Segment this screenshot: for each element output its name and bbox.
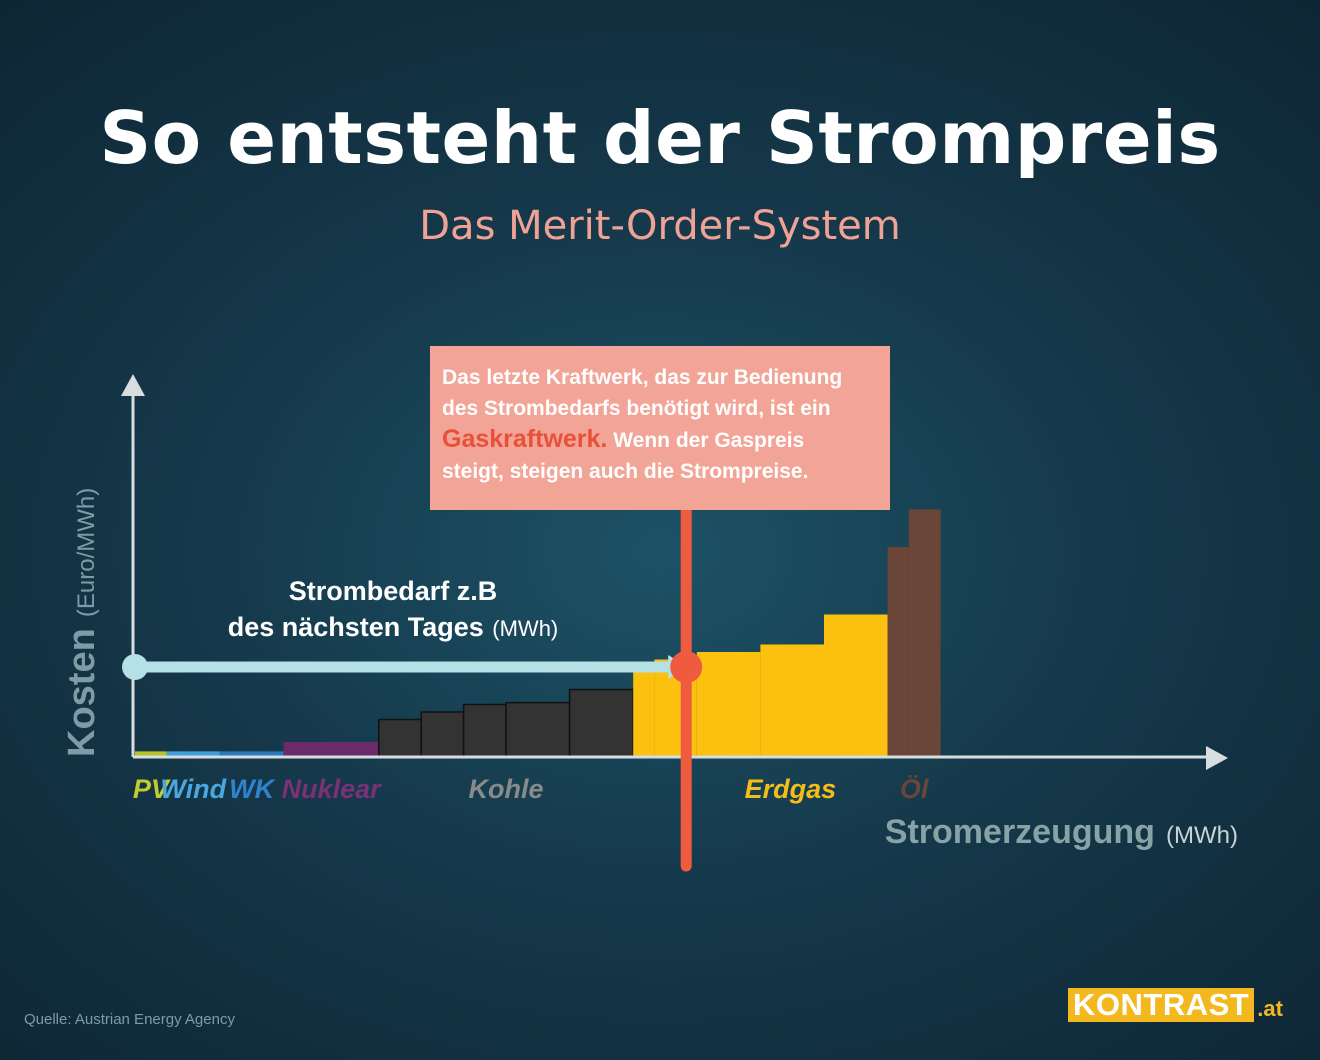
bar-wind-1 — [166, 751, 220, 757]
label-l: Öl — [900, 774, 929, 804]
bar-l-2 — [908, 509, 941, 757]
source-note: Quelle: Austrian Energy Agency — [24, 1011, 235, 1028]
bar-erdgas-5 — [824, 614, 888, 757]
callout-line2: des Strombedarfs benötigt wird, ist ein — [442, 397, 831, 420]
bar-pv-1 — [135, 751, 167, 757]
bar-erdgas-4 — [760, 644, 824, 757]
callout-line3: Wenn der Gaspreis — [607, 429, 805, 452]
bar-l-1 — [887, 547, 909, 757]
callout-box: Das letzte Kraftwerk, das zur Bedienung … — [430, 346, 890, 510]
label-wind: Wind — [160, 774, 226, 804]
callout-highlight: Gaskraftwerk. — [442, 425, 608, 453]
y-axis-title: Kosten — [61, 628, 103, 757]
demand-label-line2: des nächsten Tages (MWh) — [228, 612, 559, 642]
bar-kohle-1 — [378, 718, 422, 758]
x-axis-unit: (MWh) — [1166, 822, 1238, 849]
kontrast-logo: KONTRAST .at — [1068, 988, 1283, 1022]
bar-nuklear-1 — [283, 742, 379, 757]
demand-label-text: des nächsten Tages — [228, 612, 484, 642]
bar-erdgas-3 — [696, 652, 761, 757]
callout-line4: steigt, steigen auch die Strompreise. — [442, 460, 809, 483]
label-kohle: Kohle — [468, 774, 543, 804]
demand-label-unit: (MWh) — [492, 616, 558, 641]
x-axis-arrow-icon — [1206, 746, 1228, 770]
bar-kohle-2 — [420, 711, 465, 758]
bar-kohle-3 — [462, 703, 507, 758]
x-axis-label: Stromerzeugung (MWh) — [885, 813, 1238, 851]
label-wk: WK — [229, 774, 276, 804]
logo-main: KONTRAST — [1068, 988, 1255, 1022]
label-erdgas: Erdgas — [745, 774, 837, 804]
bar-erdgas-1 — [633, 667, 655, 757]
label-pv: PV — [133, 774, 171, 804]
demand-label-line1: Strombedarf z.B — [289, 576, 498, 606]
logo-tld: .at — [1257, 996, 1283, 1021]
bar-wk-1 — [219, 751, 284, 757]
bar-kohle-4 — [505, 701, 571, 758]
callout-line1: Das letzte Kraftwerk, das zur Bedienung — [442, 366, 843, 389]
label-nuklear: Nuklear — [282, 774, 383, 804]
bar-kohle-5 — [568, 688, 634, 758]
page-subtitle: Das Merit-Order-System — [419, 203, 901, 249]
y-axis-arrow-icon — [121, 374, 145, 396]
price-intersection-dot — [670, 651, 703, 683]
y-axis-label: Kosten (Euro/MWh) — [61, 488, 103, 757]
x-axis-title: Stromerzeugung — [885, 813, 1155, 851]
demand-start-dot — [122, 654, 148, 680]
y-axis-unit: (Euro/MWh) — [73, 488, 100, 617]
page-title: So entsteht der Strompreis — [99, 96, 1221, 180]
